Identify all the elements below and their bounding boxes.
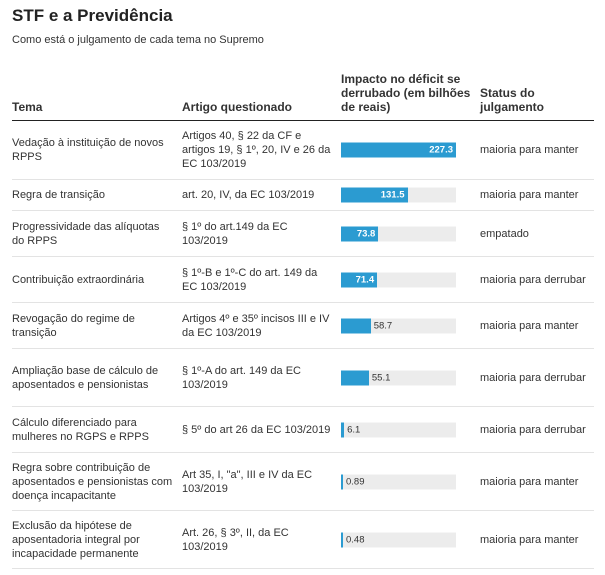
bar-mark [341, 226, 379, 241]
bar-mark [341, 474, 343, 489]
bar-mark [341, 532, 343, 547]
row-status: empatado [480, 227, 529, 240]
bar-track: 55.1 [341, 370, 456, 385]
bar-value-label: 227.3 [429, 144, 453, 156]
row-tema: Progressividade das alíquotas do RPPS [12, 220, 160, 247]
bar-mark [341, 422, 345, 437]
row-tema: Vedação à instituição de novos RPPS [12, 137, 164, 163]
bar-value-label: 6.1 [347, 424, 361, 435]
bar-track: 227.3 [341, 142, 456, 158]
bar-track: 71.4 [341, 272, 456, 287]
row-artigo: Artigos 4º e 35º incisos III e IV da EC … [182, 312, 330, 339]
row-artigo: Art. 26, § 3º, II, da EC 103/2019 [182, 526, 289, 553]
bar-track: 0.48 [341, 532, 456, 547]
table-row: Ampliação base de cálculo de aposentados… [12, 349, 594, 407]
row-status: maioria para derrubar [480, 423, 586, 436]
table-row: Cálculo diferenciado para mulheres no RG… [12, 407, 594, 453]
table-row: Revogação do regime de transição Artigos … [12, 303, 594, 349]
row-status: maioria para manter [480, 533, 579, 546]
bar-mark [341, 187, 408, 203]
header-tema: Tema [12, 100, 43, 114]
row-tema: Exclusão da hipótese de aposentadoria in… [12, 519, 140, 560]
row-tema: Revogação do regime de transição [12, 312, 135, 339]
bar-track: 131.5 [341, 187, 456, 203]
row-tema: Regra sobre contribuição de aposentados … [12, 461, 173, 502]
header-impacto: Impacto no déficit se derrubado (em bilh… [341, 72, 471, 114]
header-status: Status do julgamento [480, 86, 545, 114]
bar-mark [341, 318, 371, 333]
row-artigo: Art 35, I, "a", III e IV da EC 103/2019 [182, 468, 313, 495]
table-row: Vedação à instituição de novos RPPS Artig… [12, 121, 594, 180]
table-row: Progressividade das alíquotas do RPPS § 1… [12, 211, 594, 257]
row-artigo: § 5º do art 26 da EC 103/2019 [182, 423, 331, 436]
bar-value-label: 73.8 [356, 228, 376, 239]
row-status: maioria para manter [480, 319, 579, 332]
row-artigo: § 1º do art.149 da EC 103/2019 [182, 220, 288, 247]
header-artigo: Artigo questionado [182, 100, 292, 114]
row-artigo: art. 20, IV, da EC 103/2019 [182, 189, 315, 201]
bar-track: 0.89 [341, 474, 456, 489]
bar-track: 73.8 [341, 226, 456, 241]
row-artigo: § 1º-B e 1º-C do art. 149 da EC 103/2019 [182, 266, 318, 293]
bar-value-label: 55.1 [371, 372, 391, 383]
bar-track: 58.7 [341, 318, 456, 333]
row-artigo: Artigos 40, § 22 da CF e artigos 19, § 1… [182, 130, 331, 170]
row-artigo: § 1º-A do art. 149 da EC 103/2019 [182, 364, 301, 391]
row-status: maioria para derrubar [480, 371, 586, 384]
row-tema: Ampliação base de cálculo de aposentados… [12, 364, 159, 391]
table-row: Exclusão da hipótese de aposentadoria in… [12, 511, 594, 569]
bar-value-label: 0.89 [346, 476, 365, 487]
row-status: maioria para manter [480, 144, 579, 156]
bar-value-label: 58.7 [373, 320, 393, 331]
table-body: Vedação à instituição de novos RPPS Artig… [12, 121, 594, 569]
chart-subtitle: Como está o julgamento de cada tema no S… [12, 34, 264, 46]
bar-value-label: 71.4 [355, 274, 375, 285]
row-status: maioria para derrubar [480, 273, 586, 286]
row-status: maioria para manter [480, 475, 579, 488]
bar-value-label: 131.5 [380, 189, 405, 201]
data-table: Tema Artigo questionado Impacto no défic… [12, 70, 594, 569]
bar-track: 6.1 [341, 422, 456, 437]
table-header: Tema Artigo questionado Impacto no défic… [12, 70, 594, 121]
row-tema: Contribuição extraordinária [12, 273, 145, 286]
table-row: Regra sobre contribuição de aposentados … [12, 453, 594, 511]
row-tema: Regra de transição [12, 189, 105, 201]
chart-title: STF e a Previdência [12, 6, 173, 25]
table-row: Contribuição extraordinária § 1º-B e 1º-C… [12, 257, 594, 303]
bar-value-label: 0.48 [346, 534, 365, 545]
row-status: maioria para manter [480, 189, 579, 201]
bar-mark [341, 272, 378, 287]
table-row: Regra de transição art. 20, IV, da EC 103… [12, 180, 594, 211]
row-tema: Cálculo diferenciado para mulheres no RG… [12, 416, 149, 443]
bar-mark [341, 370, 369, 385]
bar-mark [341, 142, 456, 158]
